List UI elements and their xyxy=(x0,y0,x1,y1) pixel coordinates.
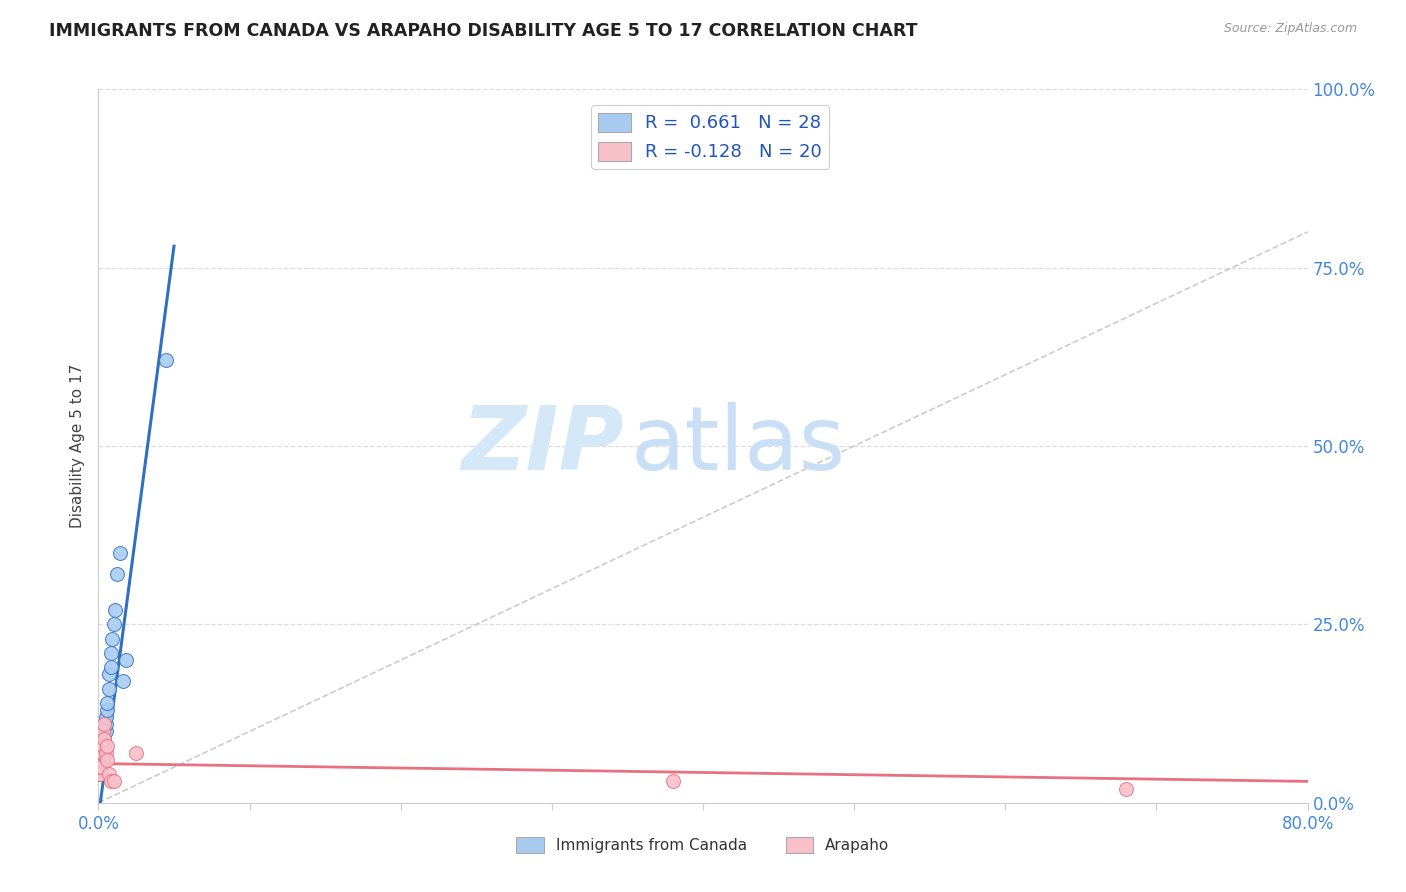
Point xyxy=(90,753,112,767)
Point xyxy=(91,746,114,760)
Point xyxy=(89,760,111,774)
Text: Source: ZipAtlas.com: Source: ZipAtlas.com xyxy=(1223,22,1357,36)
Point xyxy=(90,746,112,760)
Point xyxy=(96,739,118,753)
Point xyxy=(93,731,115,746)
Point xyxy=(89,753,111,767)
Point xyxy=(104,603,127,617)
Text: IMMIGRANTS FROM CANADA VS ARAPAHO DISABILITY AGE 5 TO 17 CORRELATION CHART: IMMIGRANTS FROM CANADA VS ARAPAHO DISABI… xyxy=(49,22,918,40)
Point xyxy=(100,660,122,674)
Point xyxy=(94,746,117,760)
Point xyxy=(90,760,112,774)
Text: ZIP: ZIP xyxy=(461,402,624,490)
Point xyxy=(100,646,122,660)
Point xyxy=(98,767,121,781)
Point xyxy=(111,674,134,689)
Point xyxy=(105,567,128,582)
Point xyxy=(98,681,121,696)
Point xyxy=(90,746,112,760)
Y-axis label: Disability Age 5 to 17: Disability Age 5 to 17 xyxy=(69,364,84,528)
Point xyxy=(155,353,177,368)
Point xyxy=(98,667,121,681)
Point xyxy=(91,739,114,753)
Point xyxy=(93,739,115,753)
Point xyxy=(91,746,114,760)
Point xyxy=(90,739,112,753)
Point xyxy=(125,746,148,760)
Legend: Immigrants from Canada, Arapaho: Immigrants from Canada, Arapaho xyxy=(510,830,896,859)
Point xyxy=(100,774,122,789)
Text: atlas: atlas xyxy=(630,402,845,490)
Point xyxy=(96,753,118,767)
Point xyxy=(94,710,117,724)
Point xyxy=(94,717,117,731)
Point xyxy=(661,774,683,789)
Point xyxy=(103,774,125,789)
Point xyxy=(1115,781,1137,796)
Point xyxy=(93,731,115,746)
Point xyxy=(103,617,125,632)
Point xyxy=(108,546,131,560)
Point xyxy=(89,767,111,781)
Point xyxy=(93,717,115,731)
Point xyxy=(91,739,114,753)
Point xyxy=(89,767,111,781)
Point xyxy=(94,724,117,739)
Point xyxy=(114,653,136,667)
Point xyxy=(89,760,111,774)
Point xyxy=(91,753,114,767)
Point xyxy=(101,632,124,646)
Point xyxy=(96,703,118,717)
Point xyxy=(91,724,114,739)
Point xyxy=(93,724,115,739)
Point xyxy=(90,760,112,774)
Point xyxy=(96,696,118,710)
